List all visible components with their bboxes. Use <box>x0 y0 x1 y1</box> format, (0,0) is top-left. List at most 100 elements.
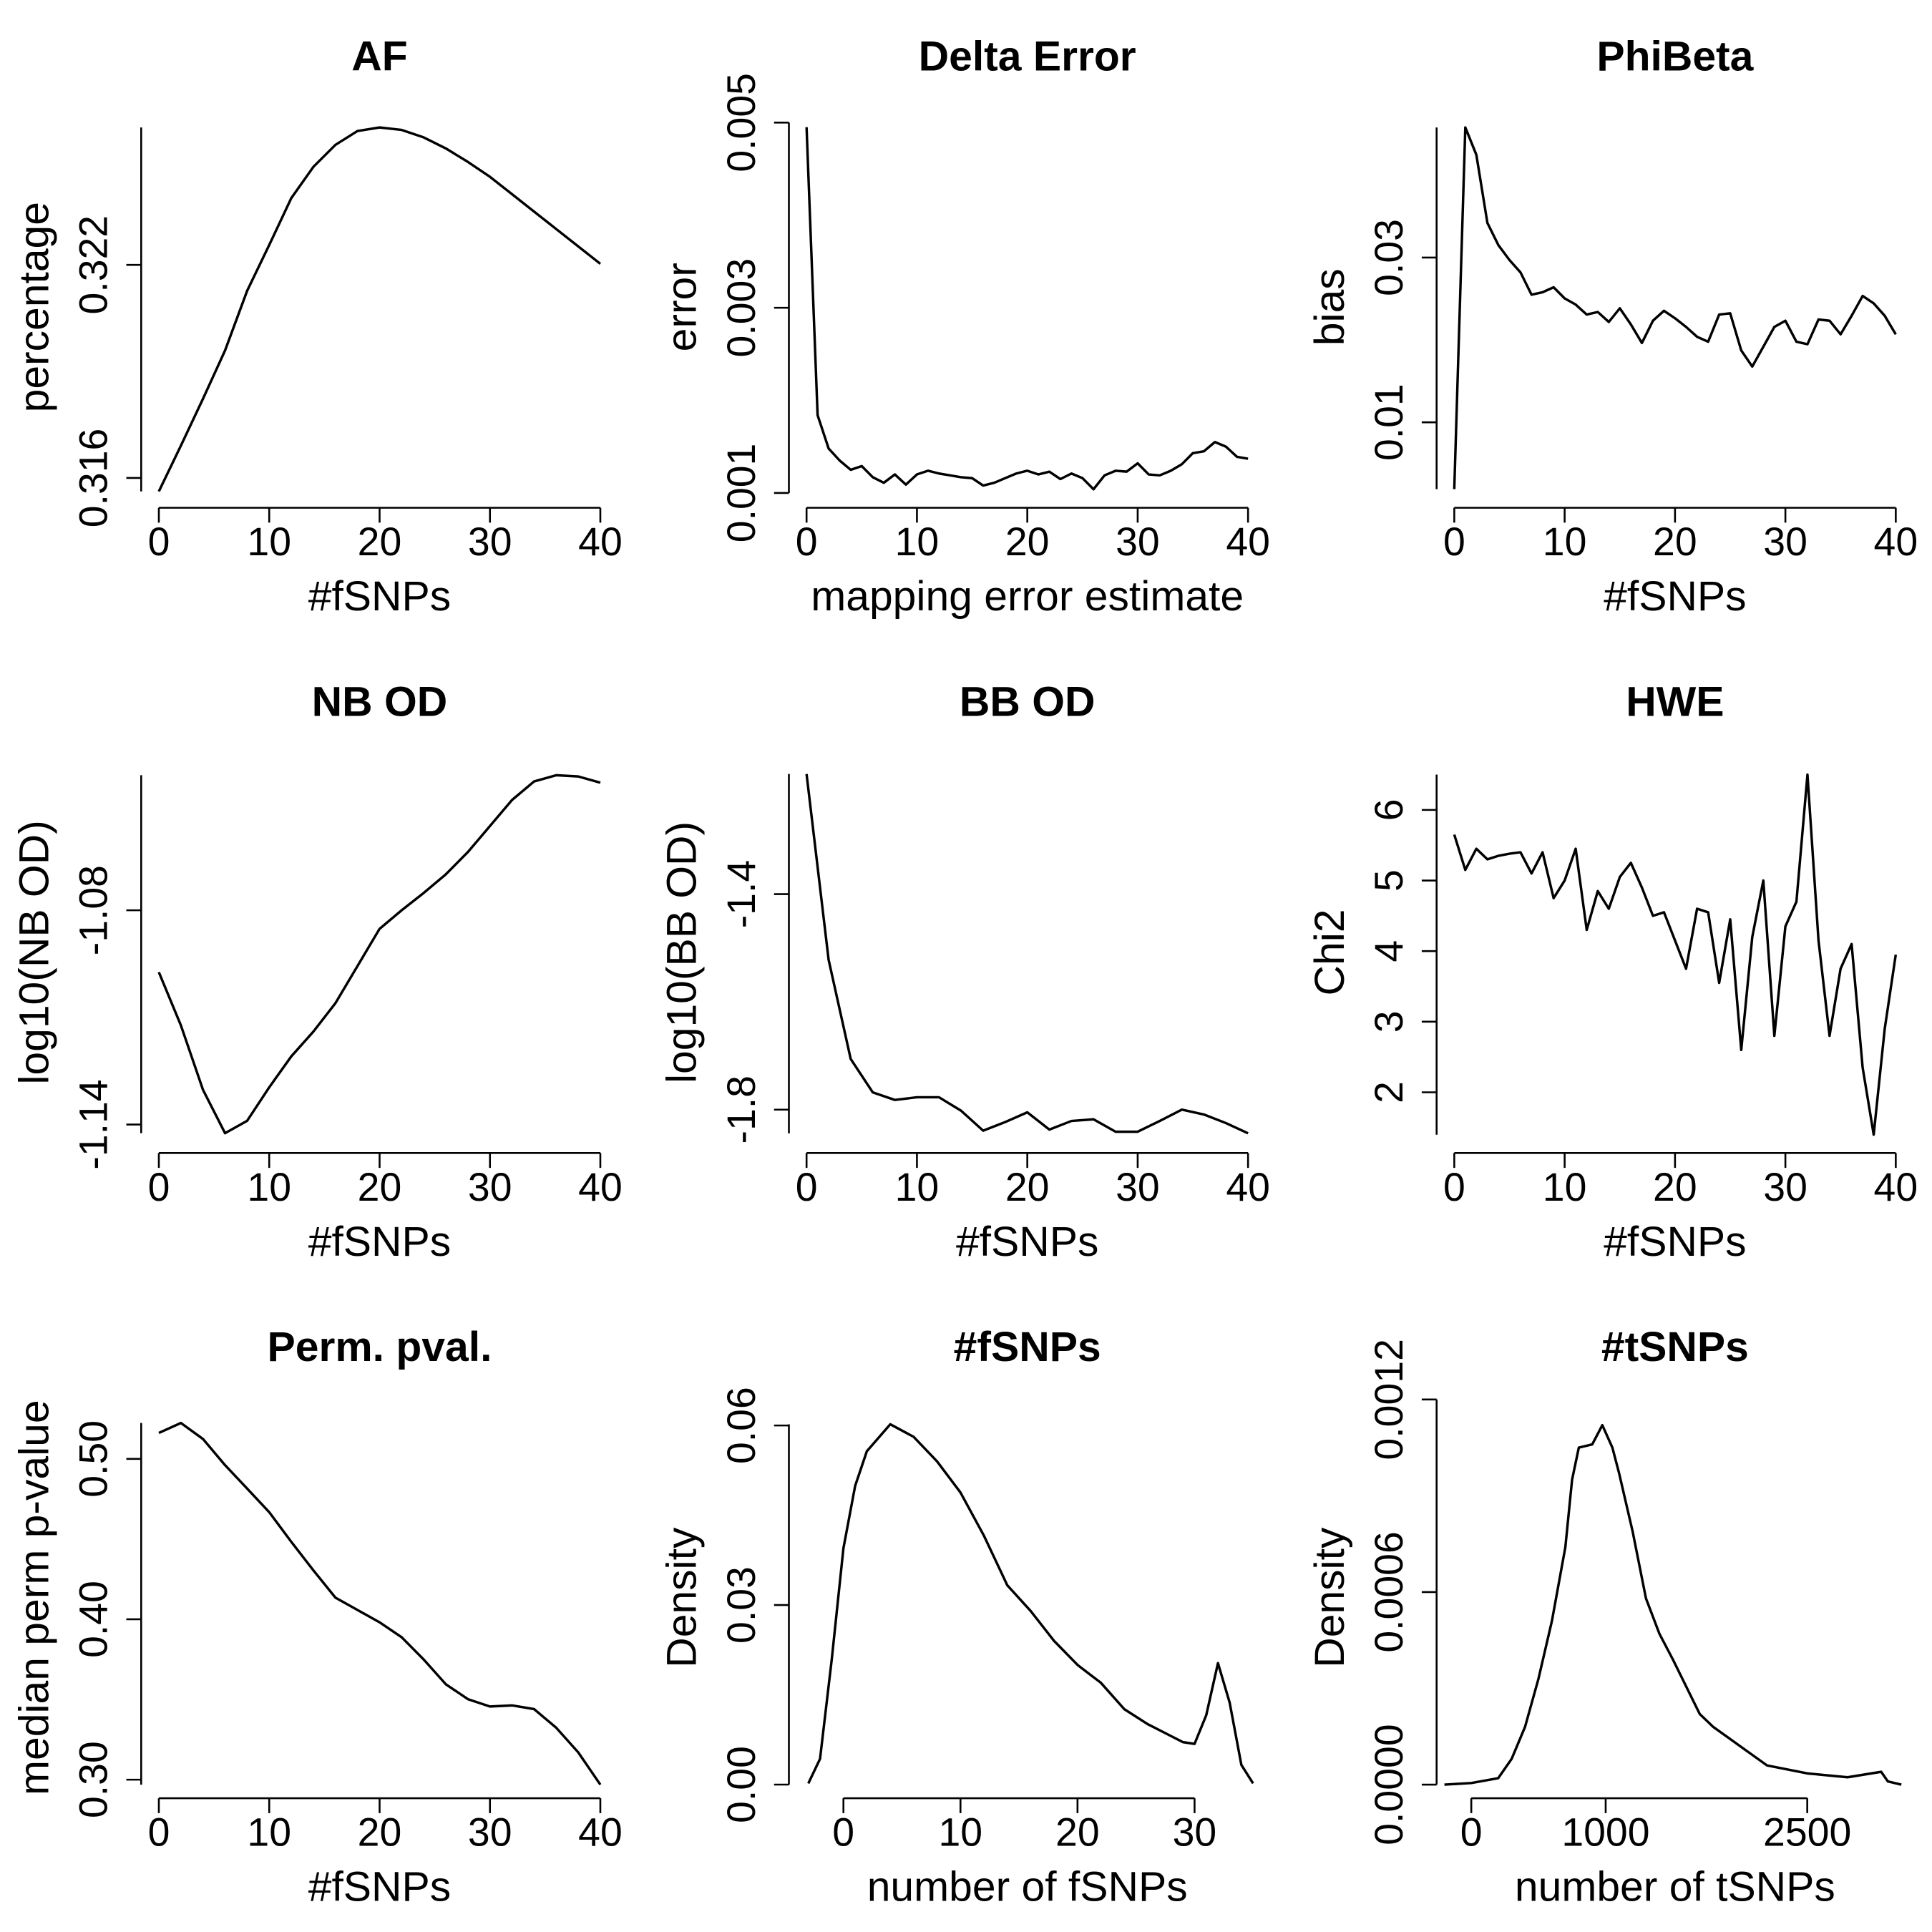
x-tick-label: 30 <box>1116 1165 1160 1209</box>
x-tick-label: 0 <box>1443 1165 1465 1209</box>
x-tick-label: 20 <box>1055 1810 1100 1855</box>
data-line <box>158 1421 602 1786</box>
y-tick-label: 0.00 <box>719 1746 763 1823</box>
x-tick-label: 0 <box>796 519 818 564</box>
chart-title: #fSNPs <box>954 1324 1101 1370</box>
chart-title: Delta Error <box>919 34 1136 80</box>
y-tick-label: 0.06 <box>719 1387 763 1464</box>
x-tick-label: 20 <box>358 1165 402 1209</box>
x-tick-label: 40 <box>1874 1165 1918 1209</box>
y-tick-label: 0.0006 <box>1367 1531 1411 1652</box>
chart-title: PhiBeta <box>1596 34 1754 80</box>
x-tick-label: 20 <box>1653 519 1697 564</box>
y-tick-label: 3 <box>1367 1010 1411 1033</box>
x-axis-label: number of fSNPs <box>867 1864 1188 1911</box>
chart-title: NB OD <box>312 678 448 725</box>
y-axis-label: error <box>659 263 706 351</box>
x-axis-label: #fSNPs <box>308 1219 451 1265</box>
x-tick-label: 10 <box>895 519 940 564</box>
y-tick-label: 0.40 <box>72 1581 116 1658</box>
y-tick-label: -1.14 <box>72 1079 116 1169</box>
y-tick-label: -1.8 <box>719 1075 763 1143</box>
x-tick-label: 40 <box>578 519 623 564</box>
y-axis-label: log10(NB OD) <box>11 820 57 1084</box>
y-tick-label: 0.03 <box>1367 219 1411 296</box>
y-axis-label: log10(BB OD) <box>659 821 706 1083</box>
chart-title: BB OD <box>960 678 1096 725</box>
y-tick-label: 5 <box>1367 869 1411 892</box>
x-axis-label: #fSNPs <box>308 1864 451 1911</box>
chart-title: Perm. pval. <box>268 1324 492 1370</box>
x-tick-label: 20 <box>1005 1165 1050 1209</box>
x-tick-label: 0 <box>832 1810 854 1855</box>
data-line <box>1453 126 1897 489</box>
x-tick-label: 30 <box>468 1165 512 1209</box>
chart-title: #tSNPs <box>1601 1324 1749 1370</box>
x-tick-label: 0 <box>796 1165 818 1209</box>
x-tick-label: 30 <box>1763 1165 1807 1209</box>
y-tick-label: 0.003 <box>719 258 763 358</box>
x-tick-label: 10 <box>247 519 291 564</box>
x-tick-label: 40 <box>1226 1165 1270 1209</box>
x-axis-label: number of tSNPs <box>1515 1864 1835 1911</box>
y-tick-label: -1.4 <box>719 860 763 928</box>
y-tick-label: 0.0000 <box>1367 1724 1411 1845</box>
data-line <box>807 1423 1254 1785</box>
data-line <box>805 774 1249 1135</box>
y-tick-label: 0.316 <box>72 429 116 528</box>
y-tick-label: 4 <box>1367 940 1411 962</box>
data-line <box>157 774 601 1135</box>
x-tick-label: 10 <box>1543 519 1587 564</box>
x-tick-label: 30 <box>1173 1810 1217 1855</box>
x-tick-label: 0 <box>1460 1810 1483 1855</box>
y-tick-label: 2 <box>1367 1081 1411 1103</box>
y-tick-label: 0.322 <box>72 215 116 315</box>
x-tick-label: 0 <box>148 1165 170 1209</box>
y-tick-label: -1.08 <box>72 865 116 955</box>
x-tick-label: 0 <box>1443 519 1465 564</box>
x-tick-label: 20 <box>358 1810 402 1855</box>
x-tick-label: 30 <box>1116 519 1160 564</box>
x-tick-label: 10 <box>895 1165 940 1209</box>
y-axis-label: Chi2 <box>1307 909 1353 995</box>
x-tick-label: 1000 <box>1561 1810 1649 1855</box>
x-tick-label: 10 <box>1543 1165 1587 1209</box>
x-tick-label: 40 <box>578 1165 623 1209</box>
data-line <box>1444 1423 1902 1786</box>
y-tick-label: 0.03 <box>719 1566 763 1644</box>
x-axis-label: mapping error estimate <box>811 573 1244 620</box>
y-axis-label: percentage <box>11 202 57 412</box>
x-tick-label: 30 <box>468 1810 512 1855</box>
x-tick-label: 40 <box>1226 519 1270 564</box>
data-line <box>805 127 1249 491</box>
y-axis-label: Density <box>1307 1527 1353 1668</box>
x-tick-label: 0 <box>148 1810 170 1855</box>
data-line <box>1453 773 1898 1136</box>
chart-title: HWE <box>1626 678 1724 725</box>
y-axis-label: bias <box>1307 268 1353 346</box>
y-tick-label: 0.0012 <box>1367 1339 1411 1460</box>
x-tick-label: 10 <box>247 1810 291 1855</box>
x-tick-label: 10 <box>247 1165 291 1209</box>
x-tick-label: 20 <box>1005 519 1050 564</box>
y-tick-label: 0.01 <box>1367 384 1411 461</box>
data-line <box>157 126 602 492</box>
x-tick-label: 40 <box>578 1810 623 1855</box>
y-tick-label: 0.50 <box>72 1420 116 1498</box>
x-tick-label: 2500 <box>1763 1810 1851 1855</box>
x-axis-label: #fSNPs <box>956 1219 1098 1265</box>
x-axis-label: #fSNPs <box>308 573 451 620</box>
y-tick-label: 0.30 <box>72 1741 116 1818</box>
x-axis-label: #fSNPs <box>1604 1219 1746 1265</box>
x-axis-label: #fSNPs <box>1604 573 1746 620</box>
x-tick-label: 40 <box>1874 519 1918 564</box>
x-tick-label: 10 <box>938 1810 982 1855</box>
y-axis-label: Density <box>659 1527 706 1668</box>
x-tick-label: 20 <box>358 519 402 564</box>
y-axis-label: median perm p-value <box>11 1400 57 1795</box>
chart-title: AF <box>351 34 407 80</box>
x-tick-label: 30 <box>1763 519 1807 564</box>
x-tick-label: 0 <box>148 519 170 564</box>
